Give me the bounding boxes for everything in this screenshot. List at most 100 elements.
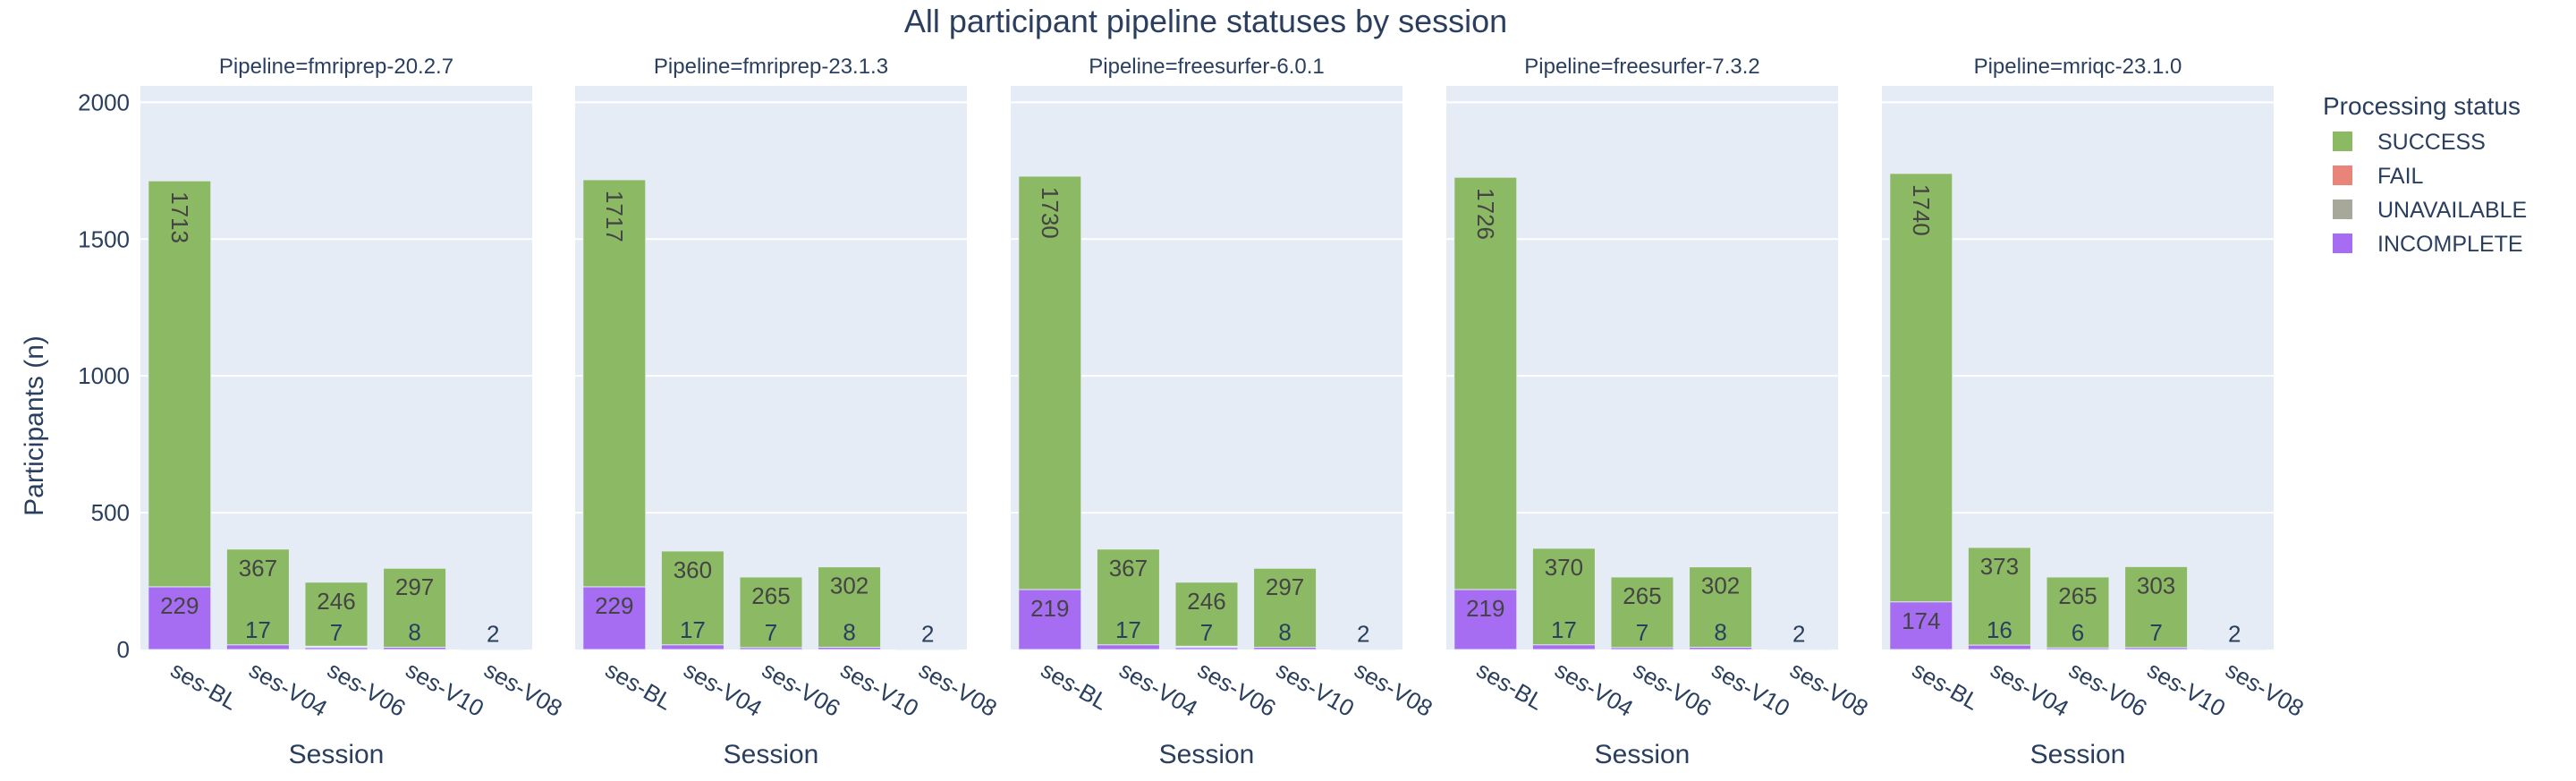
data-label-success: 302 bbox=[830, 573, 869, 599]
x-axis-label: Session bbox=[1159, 740, 1255, 769]
data-label-success: 1713 bbox=[166, 191, 193, 243]
bar-success bbox=[1610, 576, 1674, 650]
bar-incomplete bbox=[1018, 589, 1082, 650]
data-label-incomplete: 16 bbox=[1987, 616, 2012, 643]
x-axis-label: Session bbox=[2030, 740, 2126, 769]
bar-incomplete bbox=[225, 644, 290, 650]
x-tick-label: ses-V06 bbox=[1629, 656, 1716, 722]
bar-success bbox=[225, 548, 290, 650]
bar-success bbox=[148, 180, 212, 650]
data-label-incomplete: 2 bbox=[1357, 620, 1369, 647]
data-label-success: 373 bbox=[1980, 553, 2019, 580]
data-label-success: 1740 bbox=[1908, 184, 1935, 236]
bar-incomplete bbox=[1531, 644, 1596, 650]
bar-incomplete bbox=[1689, 647, 1753, 650]
x-tick-label: ses-V04 bbox=[679, 656, 767, 722]
bar-success bbox=[1096, 548, 1160, 650]
data-label-incomplete: 229 bbox=[160, 592, 199, 619]
facet-4: Pipeline=freesurfer-7.3.2 1726 219 ses-BL 37… bbox=[1446, 55, 1873, 769]
facet-2: Pipeline=fmriprep-23.1.3 1717 229 ses-BL 360… bbox=[575, 55, 1002, 769]
bar-success bbox=[2124, 565, 2189, 650]
data-label-success: 1717 bbox=[601, 191, 628, 242]
facet-5: Pipeline=mriqc-23.1.0 1740 174 ses-BL 373 16 s… bbox=[1882, 55, 2309, 769]
data-label-incomplete: 2 bbox=[921, 620, 934, 647]
bar-incomplete bbox=[660, 644, 724, 650]
data-label-incomplete: 17 bbox=[245, 616, 271, 643]
x-tick-label: ses-V10 bbox=[836, 656, 924, 722]
legend-swatch bbox=[2333, 199, 2352, 219]
data-label-incomplete: 7 bbox=[330, 619, 343, 646]
data-label-incomplete: 17 bbox=[680, 616, 706, 643]
data-label-incomplete: 7 bbox=[1200, 619, 1213, 646]
x-tick-label: ses-BL bbox=[1037, 656, 1113, 715]
bar-incomplete bbox=[739, 647, 803, 650]
bar-success bbox=[1531, 548, 1596, 650]
legend-entry-label: UNAVAILABLE bbox=[2377, 198, 2527, 223]
facet-title: Pipeline=fmriprep-20.2.7 bbox=[219, 55, 453, 79]
bar-incomplete bbox=[1096, 644, 1160, 650]
bar-success bbox=[660, 550, 724, 650]
chart-title: All participant pipeline statuses by ses… bbox=[904, 3, 1507, 39]
data-label-success: 1726 bbox=[1472, 188, 1499, 240]
data-label-incomplete: 8 bbox=[1278, 619, 1291, 646]
data-label-incomplete: 6 bbox=[2072, 619, 2084, 646]
data-label-incomplete: 2 bbox=[2228, 620, 2241, 647]
x-axis-label: Session bbox=[1595, 740, 1690, 769]
data-label-success: 360 bbox=[674, 556, 712, 583]
data-label-success: 246 bbox=[317, 588, 355, 615]
x-tick-label: ses-V04 bbox=[1986, 656, 2073, 722]
data-label-success: 367 bbox=[239, 555, 277, 582]
x-tick-label: ses-BL bbox=[1472, 656, 1548, 715]
bar-incomplete bbox=[1889, 601, 1953, 650]
data-label-success: 302 bbox=[1701, 573, 1740, 599]
data-label-incomplete: 2 bbox=[1792, 620, 1805, 647]
data-label-incomplete: 7 bbox=[765, 619, 777, 646]
facet-title: Pipeline=freesurfer-7.3.2 bbox=[1524, 55, 1759, 79]
x-tick-label: ses-V10 bbox=[402, 656, 489, 722]
legend-entry-label: FAIL bbox=[2377, 164, 2424, 189]
data-label-success: 370 bbox=[1545, 554, 1583, 581]
x-tick-label: ses-V08 bbox=[2221, 656, 2309, 722]
data-label-incomplete: 219 bbox=[1466, 595, 1504, 622]
y-tick-label: 1000 bbox=[78, 362, 130, 389]
x-tick-label: ses-BL bbox=[166, 656, 242, 715]
data-label-incomplete: 7 bbox=[1636, 619, 1648, 646]
y-tick-label: 1500 bbox=[78, 225, 130, 252]
bar-success bbox=[1453, 176, 1518, 650]
facet-title: Pipeline=fmriprep-23.1.3 bbox=[654, 55, 888, 79]
bar-success bbox=[1889, 173, 1953, 650]
legend-swatch bbox=[2333, 132, 2352, 151]
x-tick-label: ses-V10 bbox=[1707, 656, 1795, 722]
x-tick-label: ses-V06 bbox=[323, 656, 411, 722]
bar-incomplete bbox=[2124, 647, 2189, 650]
bar-success bbox=[2046, 576, 2110, 650]
bar-success bbox=[582, 179, 647, 650]
x-tick-label: ses-V04 bbox=[1114, 656, 1202, 722]
x-tick-label: ses-V08 bbox=[914, 656, 1002, 722]
x-tick-label: ses-BL bbox=[1908, 656, 1984, 715]
facet-title: Pipeline=mriqc-23.1.0 bbox=[1974, 55, 2182, 79]
y-tick-label: 500 bbox=[91, 499, 130, 526]
x-tick-label: ses-V08 bbox=[1350, 656, 1437, 722]
y-axis-label: Participants (n) bbox=[20, 335, 49, 516]
data-label-incomplete: 7 bbox=[2149, 619, 2162, 646]
data-label-incomplete: 174 bbox=[1902, 607, 1940, 634]
x-tick-label: ses-V10 bbox=[2143, 656, 2231, 722]
data-label-success: 367 bbox=[1109, 555, 1148, 582]
data-label-success: 297 bbox=[395, 573, 434, 600]
data-label-incomplete: 8 bbox=[1714, 619, 1726, 646]
bar-incomplete bbox=[1253, 647, 1318, 650]
facet-title: Pipeline=freesurfer-6.0.1 bbox=[1089, 55, 1324, 79]
bar-incomplete bbox=[383, 647, 447, 650]
data-label-incomplete: 17 bbox=[1551, 616, 1577, 643]
data-label-incomplete: 8 bbox=[843, 619, 855, 646]
facet-3: Pipeline=freesurfer-6.0.1 1730 219 ses-BL 36… bbox=[1011, 55, 1437, 769]
bar-incomplete bbox=[1610, 647, 1674, 650]
legend-swatch bbox=[2333, 233, 2352, 253]
bar-success bbox=[818, 566, 882, 650]
facets-layer: 0 500 1000 1500 2000 Pipeline=fmriprep-20.2.7… bbox=[78, 55, 2309, 769]
legend-entry-label: INCOMPLETE bbox=[2377, 232, 2523, 257]
legend: Processing status SUCCESS FAIL UNAVAILABLE… bbox=[2323, 92, 2527, 257]
